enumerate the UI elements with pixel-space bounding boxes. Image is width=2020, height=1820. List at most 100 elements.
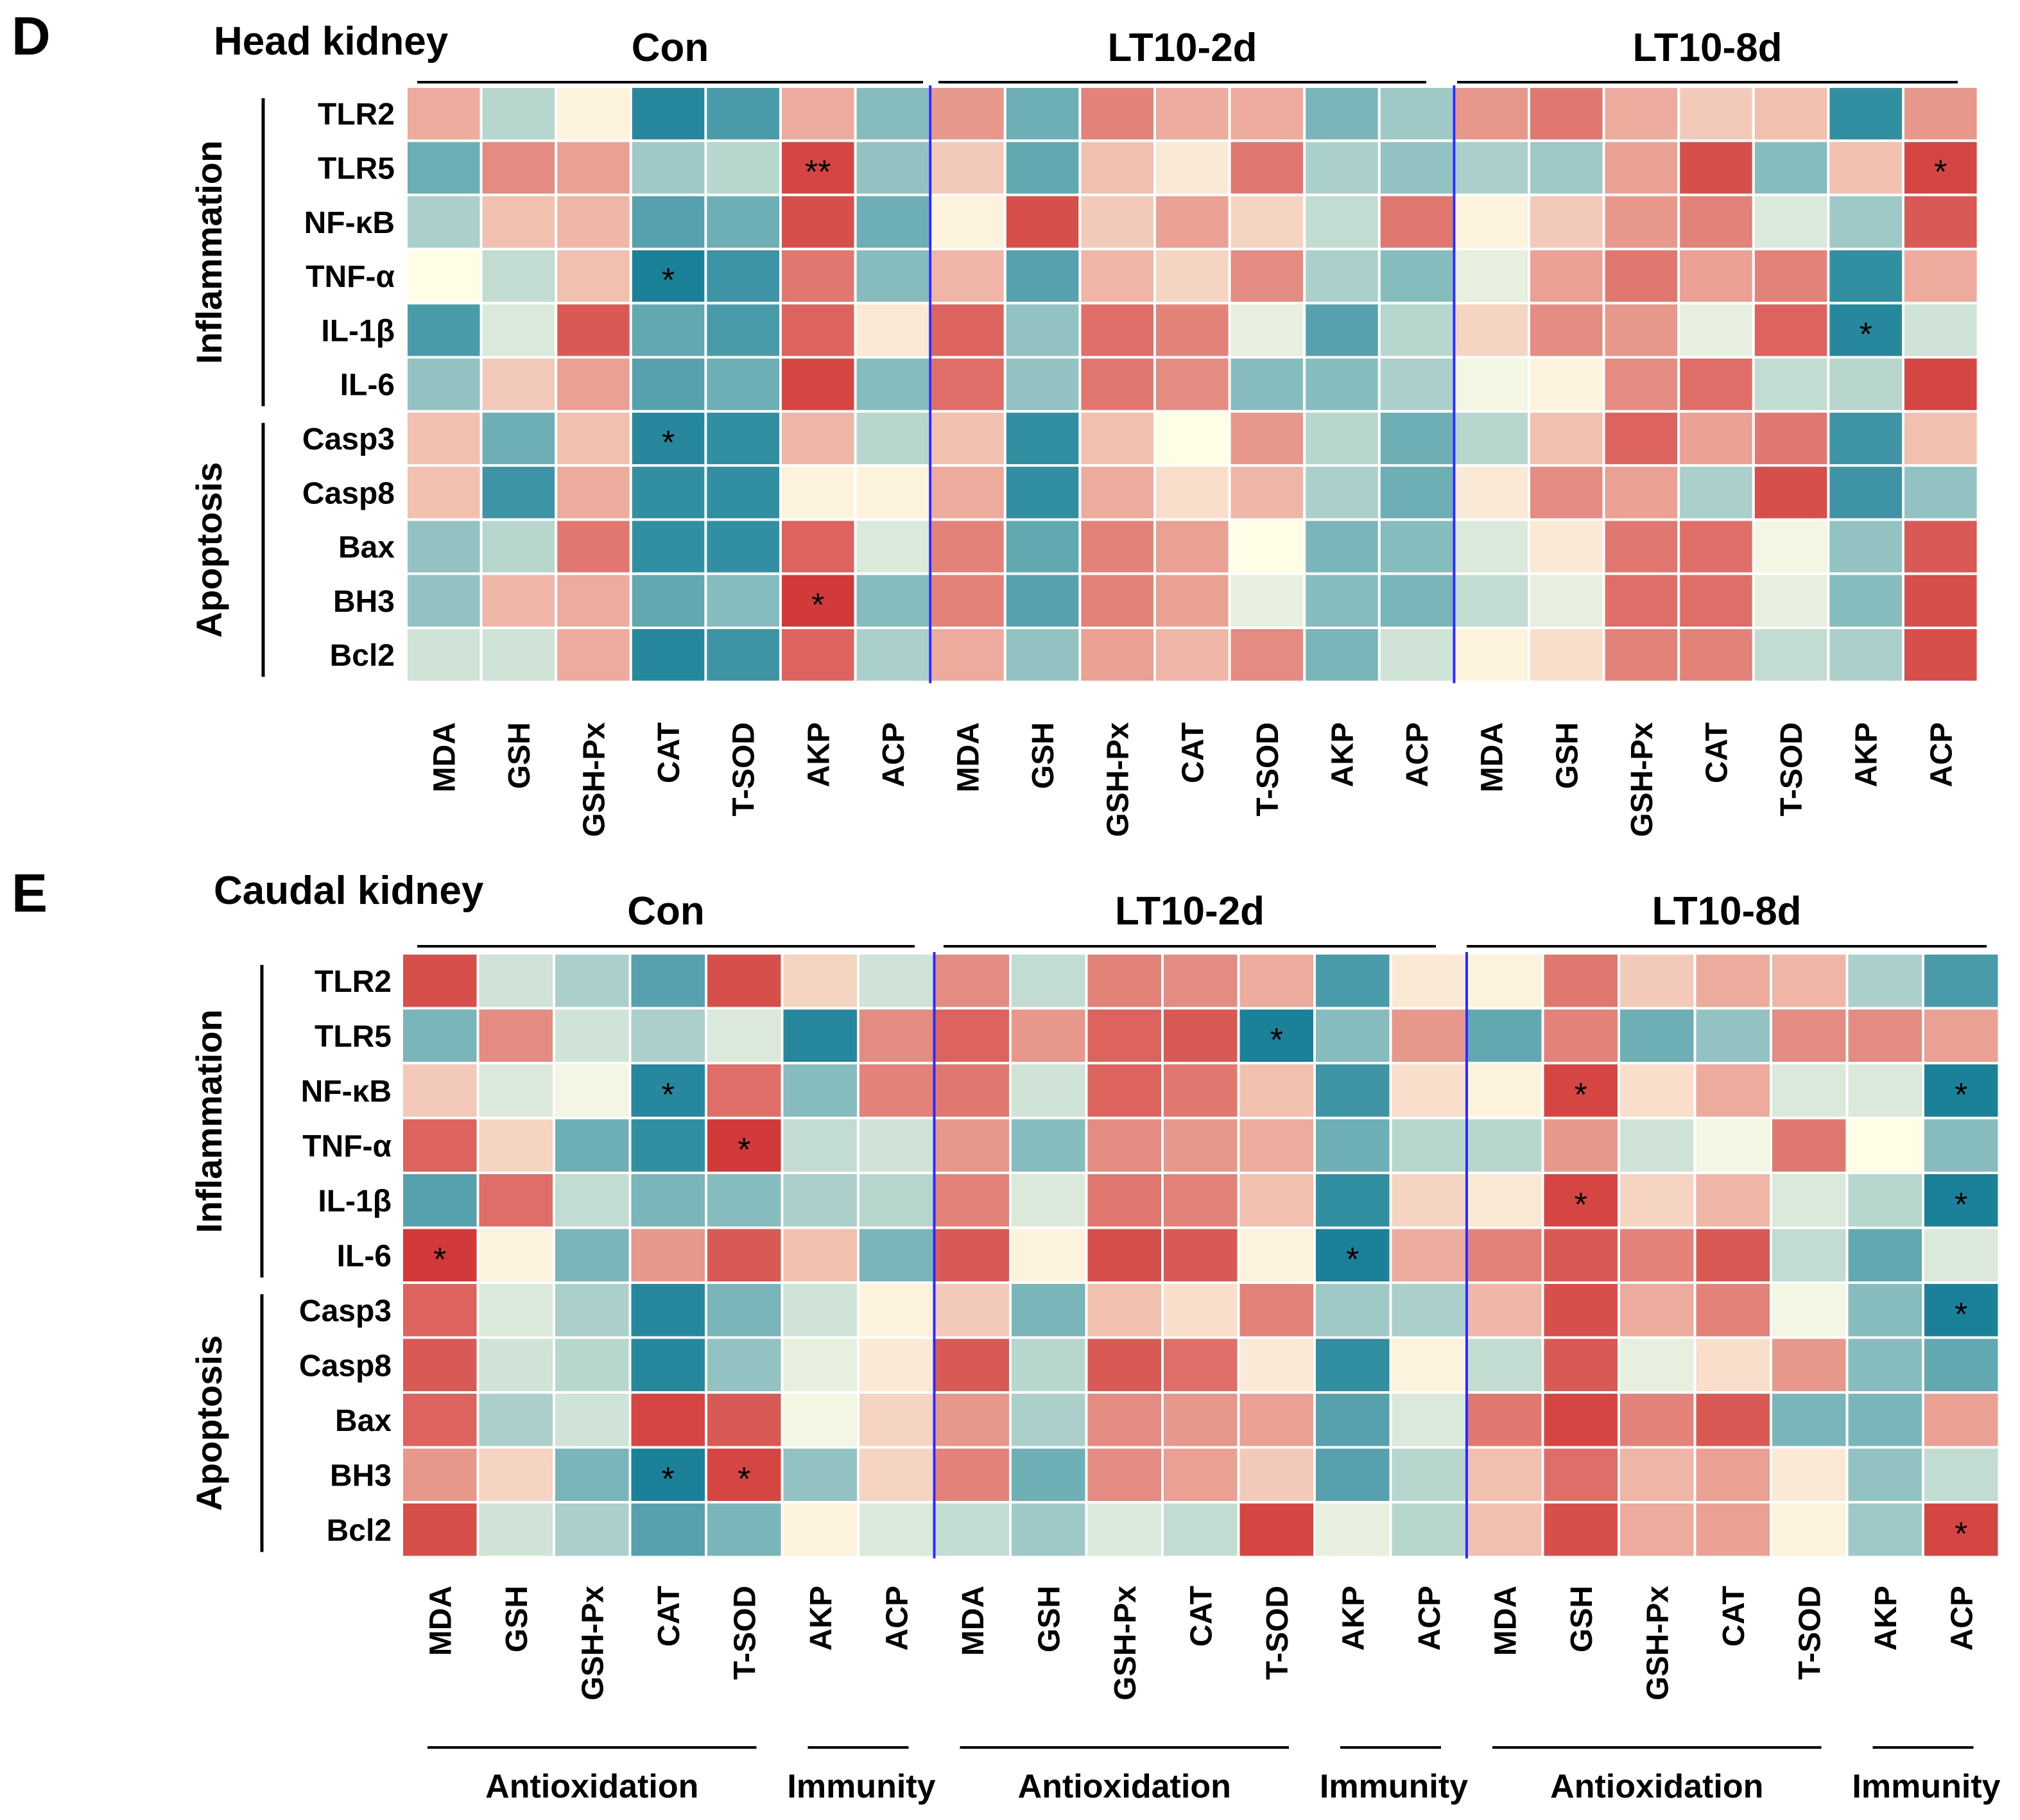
heatmap-cell [1845, 952, 1924, 1010]
row-label: IL-6 [337, 1239, 392, 1273]
row-label: Casp3 [302, 422, 395, 456]
heatmap-cell [1085, 952, 1164, 1010]
heatmap-cell [1161, 1391, 1240, 1449]
heatmap-cell [1009, 1501, 1088, 1559]
heatmap-cell [854, 518, 932, 575]
heatmap-cell [629, 193, 707, 250]
heatmap-cell [1677, 410, 1755, 467]
heatmap-cell [1827, 193, 1904, 250]
heatmap-cell [857, 1007, 936, 1064]
heatmap-cell [1003, 247, 1082, 305]
heatmap-cell [781, 1007, 859, 1064]
heatmap-cell [1228, 247, 1306, 305]
heatmap-cell [1389, 1116, 1468, 1174]
heatmap-cell [1902, 410, 1980, 467]
heatmap-cell [1602, 193, 1680, 250]
heatmap-cell [1389, 1062, 1468, 1120]
heatmap-cell [854, 302, 932, 359]
heatmap-cell [405, 627, 483, 684]
category-label: Antioxidation [1018, 1768, 1231, 1805]
row-label: TLR2 [315, 965, 392, 999]
heatmap-cell [555, 302, 632, 359]
heatmap-cell [1161, 1062, 1240, 1120]
heatmap-cell [704, 410, 782, 467]
heatmap-cell [1752, 410, 1830, 467]
heatmap-cell [1770, 1501, 1849, 1559]
heatmap-cell [1541, 1391, 1620, 1449]
heatmap-cell [476, 1226, 555, 1284]
column-label: GSH-Px [1109, 1586, 1143, 1701]
heatmap-cell [857, 1116, 936, 1174]
heatmap-cell [854, 572, 932, 630]
column-label: MDA [1476, 722, 1510, 792]
heatmap-cell [1677, 302, 1755, 359]
heatmap-cell [1153, 627, 1231, 684]
heatmap-cell [1313, 1116, 1392, 1174]
heatmap-cell [1078, 302, 1157, 359]
heatmap-cell [781, 1062, 859, 1120]
heatmap-cell [705, 1501, 784, 1559]
heatmap-cell [553, 1062, 632, 1120]
heatmap-cell [1237, 1226, 1316, 1284]
heatmap-cell [933, 1062, 1012, 1120]
heatmap-cell [476, 1062, 555, 1120]
heatmap-cell [1845, 1281, 1924, 1339]
heatmap-cell [1845, 1007, 1924, 1064]
heatmap-cell [781, 1281, 859, 1339]
heatmap-cell [1003, 139, 1082, 196]
heatmap-cell [1237, 1172, 1316, 1229]
heatmap-cell [1389, 1226, 1468, 1284]
heatmap-cell [933, 1281, 1012, 1339]
heatmap-cell [555, 193, 632, 250]
heatmap-cell [1003, 410, 1082, 467]
heatmap-cell [1377, 518, 1456, 575]
heatmap-cell [1228, 572, 1306, 630]
heatmap-cell [1752, 464, 1830, 521]
heatmap-cell [929, 627, 1006, 684]
heatmap-cell [779, 356, 857, 413]
column-label: GSH [500, 1586, 534, 1652]
heatmap-cell [1161, 1446, 1240, 1504]
heatmap-cell [1693, 1336, 1772, 1394]
heatmap-cell [1618, 1281, 1696, 1339]
heatmap-cell [1770, 1172, 1849, 1229]
heatmap-cell [1303, 193, 1381, 250]
heatmap-cell [1541, 1226, 1620, 1284]
heatmap-cell [1602, 572, 1680, 630]
heatmap-cell [479, 139, 558, 196]
panel-letter: D [12, 6, 51, 66]
heatmap-cell [1602, 464, 1680, 521]
heatmap-cell [1228, 193, 1306, 250]
heatmap-cell [1009, 1007, 1088, 1064]
column-label: GSH [1032, 1586, 1066, 1652]
significance-mark: * [738, 1131, 750, 1168]
heatmap-cell [1377, 464, 1456, 521]
heatmap-cell [1845, 1062, 1924, 1120]
heatmap-cell [857, 1062, 936, 1120]
heatmap-cell [1677, 518, 1755, 575]
heatmap-cell [1845, 1172, 1924, 1229]
column-label: MDA [424, 1586, 458, 1656]
heatmap-cell [1078, 247, 1157, 305]
heatmap-cell [1377, 302, 1456, 359]
heatmap-cell [704, 139, 782, 196]
heatmap-cell [1902, 139, 1980, 196]
heatmap-cell [479, 572, 558, 630]
row-label: TNF-α [302, 1129, 392, 1163]
heatmap-cell [629, 139, 707, 196]
heatmap-cell [1827, 572, 1904, 630]
heatmap-cell [1453, 302, 1530, 359]
heatmap-cell [1237, 1062, 1316, 1120]
heatmap-cell [1827, 247, 1904, 305]
column-label: CAT [652, 1586, 686, 1647]
heatmap-cell [1528, 518, 1605, 575]
heatmap-cell [1465, 1007, 1544, 1064]
heatmap-cell [628, 1501, 707, 1559]
row-group-label: Inflammation [189, 1009, 229, 1233]
heatmap-cell [1377, 193, 1456, 250]
significance-mark: ** [805, 153, 831, 191]
heatmap-cell [401, 952, 479, 1010]
heatmap-cell [1528, 464, 1605, 521]
category-label: Immunity [1852, 1768, 2000, 1805]
